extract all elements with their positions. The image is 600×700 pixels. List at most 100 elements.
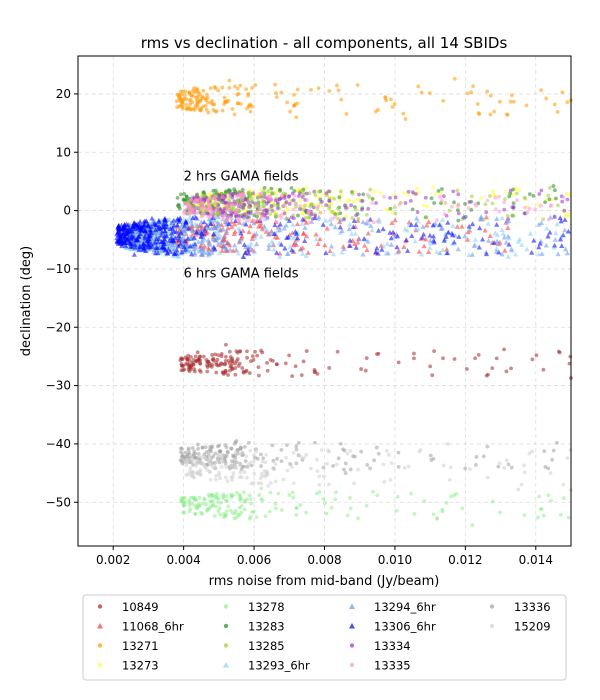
data-point — [370, 201, 375, 206]
data-point — [145, 222, 151, 228]
data-point — [353, 244, 359, 250]
data-point — [252, 219, 256, 223]
data-point — [189, 355, 193, 359]
data-point — [291, 207, 296, 212]
legend-label: 13293_6hr — [248, 659, 310, 673]
data-point — [503, 197, 507, 201]
data-point — [522, 463, 526, 468]
data-point — [375, 250, 381, 256]
data-point — [303, 253, 309, 258]
data-point — [271, 246, 277, 252]
data-point — [355, 83, 360, 87]
data-point — [553, 188, 557, 193]
data-point — [368, 223, 374, 228]
data-point — [497, 209, 502, 214]
data-point — [451, 239, 457, 245]
data-point — [214, 224, 220, 230]
data-point — [471, 243, 477, 248]
data-point — [530, 357, 535, 362]
data-point — [195, 211, 200, 215]
data-point — [356, 467, 360, 472]
data-point — [217, 506, 222, 511]
data-point — [310, 217, 315, 221]
data-point — [417, 449, 422, 454]
data-point — [390, 229, 396, 235]
data-point — [226, 373, 231, 377]
data-point — [502, 465, 507, 470]
data-point — [226, 221, 232, 227]
data-point — [444, 500, 449, 505]
data-point — [434, 249, 440, 254]
data-point — [130, 223, 136, 229]
data-point — [492, 109, 497, 114]
data-point — [210, 444, 215, 449]
data-point — [238, 83, 243, 88]
data-point — [277, 221, 283, 227]
data-point — [550, 457, 555, 462]
data-point — [259, 452, 263, 457]
x-tick-label: 0.006 — [237, 553, 271, 567]
data-point — [488, 194, 492, 198]
data-point — [442, 212, 447, 216]
data-point — [210, 236, 216, 242]
data-point — [268, 490, 273, 495]
data-point — [140, 241, 147, 247]
legend-item: 13334 — [349, 639, 411, 653]
data-point — [247, 371, 252, 375]
data-point — [543, 242, 549, 248]
data-point — [551, 184, 556, 188]
data-point — [230, 107, 235, 111]
data-point — [121, 233, 127, 239]
data-point — [179, 356, 184, 361]
data-point — [249, 501, 254, 506]
legend: 10849 11068_6hr 13271 13273 13278 13283 13285 1… — [82, 594, 567, 681]
grid-lines — [78, 56, 571, 546]
data-point — [384, 241, 390, 246]
data-point — [193, 206, 198, 211]
data-point — [216, 453, 220, 457]
data-point — [412, 356, 416, 361]
data-point — [201, 354, 206, 359]
data-point — [395, 494, 400, 499]
data-point — [547, 229, 553, 235]
data-point — [175, 195, 180, 200]
data-point — [323, 218, 329, 224]
data-point — [205, 248, 211, 254]
data-point — [309, 87, 313, 92]
data-point — [388, 242, 394, 247]
data-point — [361, 242, 368, 248]
data-point — [240, 366, 245, 370]
data-point — [209, 101, 214, 105]
data-point — [213, 477, 218, 482]
data-point — [466, 206, 471, 211]
data-point — [341, 447, 345, 452]
data-point — [212, 246, 218, 252]
data-point — [233, 202, 238, 206]
data-point — [416, 248, 422, 254]
data-point — [245, 244, 251, 249]
data-point — [544, 225, 550, 231]
data-point — [404, 227, 410, 233]
data-point — [302, 204, 307, 208]
data-point — [220, 195, 225, 199]
data-point — [238, 203, 243, 207]
data-point — [221, 494, 226, 499]
data-point — [181, 496, 186, 501]
data-point — [247, 218, 252, 223]
data-point — [258, 476, 263, 481]
data-point — [561, 496, 566, 500]
data-point — [485, 220, 491, 226]
data-point — [342, 203, 347, 208]
data-point — [273, 82, 278, 87]
data-point — [304, 510, 309, 515]
data-point — [536, 244, 542, 250]
data-point — [245, 355, 249, 360]
data-point — [141, 235, 148, 241]
data-point — [371, 220, 376, 225]
data-point — [290, 490, 295, 495]
data-point — [298, 246, 304, 252]
legend-marker — [97, 662, 103, 668]
data-point — [201, 231, 207, 237]
data-point — [543, 464, 548, 469]
data-point — [261, 189, 266, 194]
